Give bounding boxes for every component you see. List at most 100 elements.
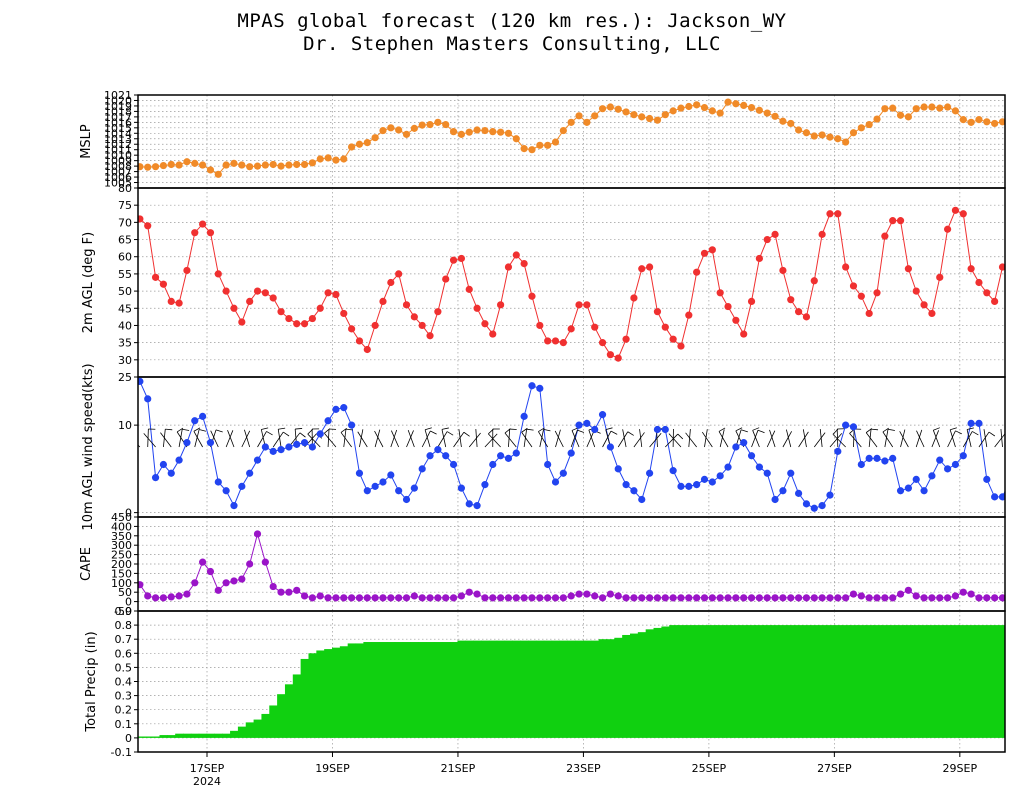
wind-point <box>387 471 395 479</box>
cape-point <box>253 530 262 538</box>
wind-barb-flag <box>887 428 895 431</box>
wind-barb <box>1000 429 1003 448</box>
wind-barb-flag <box>950 427 957 431</box>
wind-point <box>238 482 246 490</box>
temperature-point <box>755 254 763 263</box>
mslp-point <box>857 124 865 132</box>
cape-point <box>371 594 379 602</box>
wind-point <box>614 465 622 473</box>
cape-point <box>865 594 873 602</box>
cape-point <box>763 594 771 602</box>
precip-bar <box>481 640 490 738</box>
mslp-point <box>300 160 309 169</box>
precip-bar <box>739 625 749 738</box>
mslp-point <box>598 105 607 113</box>
mslp-ytick-label: 1020 <box>104 94 132 107</box>
precip-bar <box>818 625 827 738</box>
wind-barb <box>521 432 533 448</box>
precip-ytick-label: 0.9 <box>115 605 133 618</box>
mslp-line <box>139 101 1005 175</box>
cape-point <box>818 594 826 602</box>
precip-bar <box>292 674 302 738</box>
cape-point <box>920 594 928 602</box>
precip-bar <box>943 625 953 738</box>
precip-bar <box>230 730 239 738</box>
mslp-point <box>889 104 897 112</box>
precip-bar <box>151 736 161 738</box>
wind-point <box>842 421 850 429</box>
temperature-point <box>449 256 458 264</box>
temperature-point <box>661 323 669 331</box>
mslp-point <box>199 161 207 169</box>
mslp-point <box>842 138 850 146</box>
temperature-point <box>371 321 379 330</box>
wind-point <box>834 447 842 455</box>
wind-barb-flag <box>955 430 962 435</box>
cape-point <box>630 594 638 602</box>
cape-ytick-label: 400 <box>111 520 132 533</box>
cape-point <box>559 594 567 602</box>
mslp-ytick-label: 1012 <box>104 138 132 151</box>
wind-barb-flag <box>299 432 306 438</box>
mslp-point <box>630 111 638 119</box>
temperature-point <box>434 308 442 316</box>
precip-bar <box>465 640 474 738</box>
wind-point <box>324 417 332 425</box>
mslp-point <box>363 138 371 147</box>
wind-barb-flag <box>430 430 437 435</box>
cape-point <box>787 594 795 602</box>
mslp-point <box>575 112 583 120</box>
mslp-ytick-label: 1009 <box>104 155 132 168</box>
mslp-point <box>591 112 599 120</box>
precip-ytick-label: 0.8 <box>115 619 133 632</box>
cape-ytick-label: 200 <box>111 558 132 571</box>
wind-barb <box>272 431 284 448</box>
wind-barb <box>555 429 561 448</box>
precip-ytick-label: 0.4 <box>115 676 133 689</box>
wind-barb <box>752 430 760 448</box>
wind-line <box>139 381 1005 509</box>
mslp-point <box>708 107 716 115</box>
cape-point <box>206 567 215 576</box>
temperature-line <box>139 209 1003 359</box>
cape-point <box>771 594 779 602</box>
precip-bar <box>371 642 380 738</box>
wind-point <box>724 463 732 471</box>
wind-point <box>308 443 317 451</box>
temperature-point <box>387 278 395 287</box>
precip-bar <box>982 625 992 738</box>
cape-point <box>497 594 505 602</box>
cape-point <box>708 594 716 602</box>
wind-point <box>253 456 262 464</box>
mslp-point <box>371 134 379 142</box>
wind-barb <box>458 429 462 448</box>
precip-ytick-label: 0.3 <box>115 690 133 703</box>
temperature-point <box>489 330 497 338</box>
wind-barb-flag <box>324 428 330 434</box>
temperature-point <box>536 321 544 330</box>
wind-barb <box>983 429 988 448</box>
wind-barb <box>178 429 183 448</box>
mslp-point <box>622 108 630 116</box>
x-year-label: 2024 <box>193 775 221 788</box>
precip-ytick-label: 0 <box>125 732 132 745</box>
mslp-point <box>983 118 991 126</box>
wind-point <box>465 500 473 508</box>
wind-point <box>199 412 207 420</box>
wind-point <box>865 454 873 462</box>
mslp-point <box>991 119 999 128</box>
cape-point <box>810 594 818 602</box>
cape-point <box>622 594 630 602</box>
temperature-point <box>904 265 912 273</box>
mslp-point <box>395 126 403 134</box>
wind-point <box>904 484 912 492</box>
wind-point <box>889 454 897 462</box>
x-tick-label: 19SEP <box>315 762 350 775</box>
wind-ytick-label: 0 <box>125 507 132 520</box>
wind-barb <box>782 431 792 448</box>
wind-point <box>936 456 944 464</box>
wind-point <box>269 447 277 455</box>
precip-bar <box>575 640 584 738</box>
precip-bar <box>802 625 811 738</box>
cape-point <box>849 590 858 598</box>
